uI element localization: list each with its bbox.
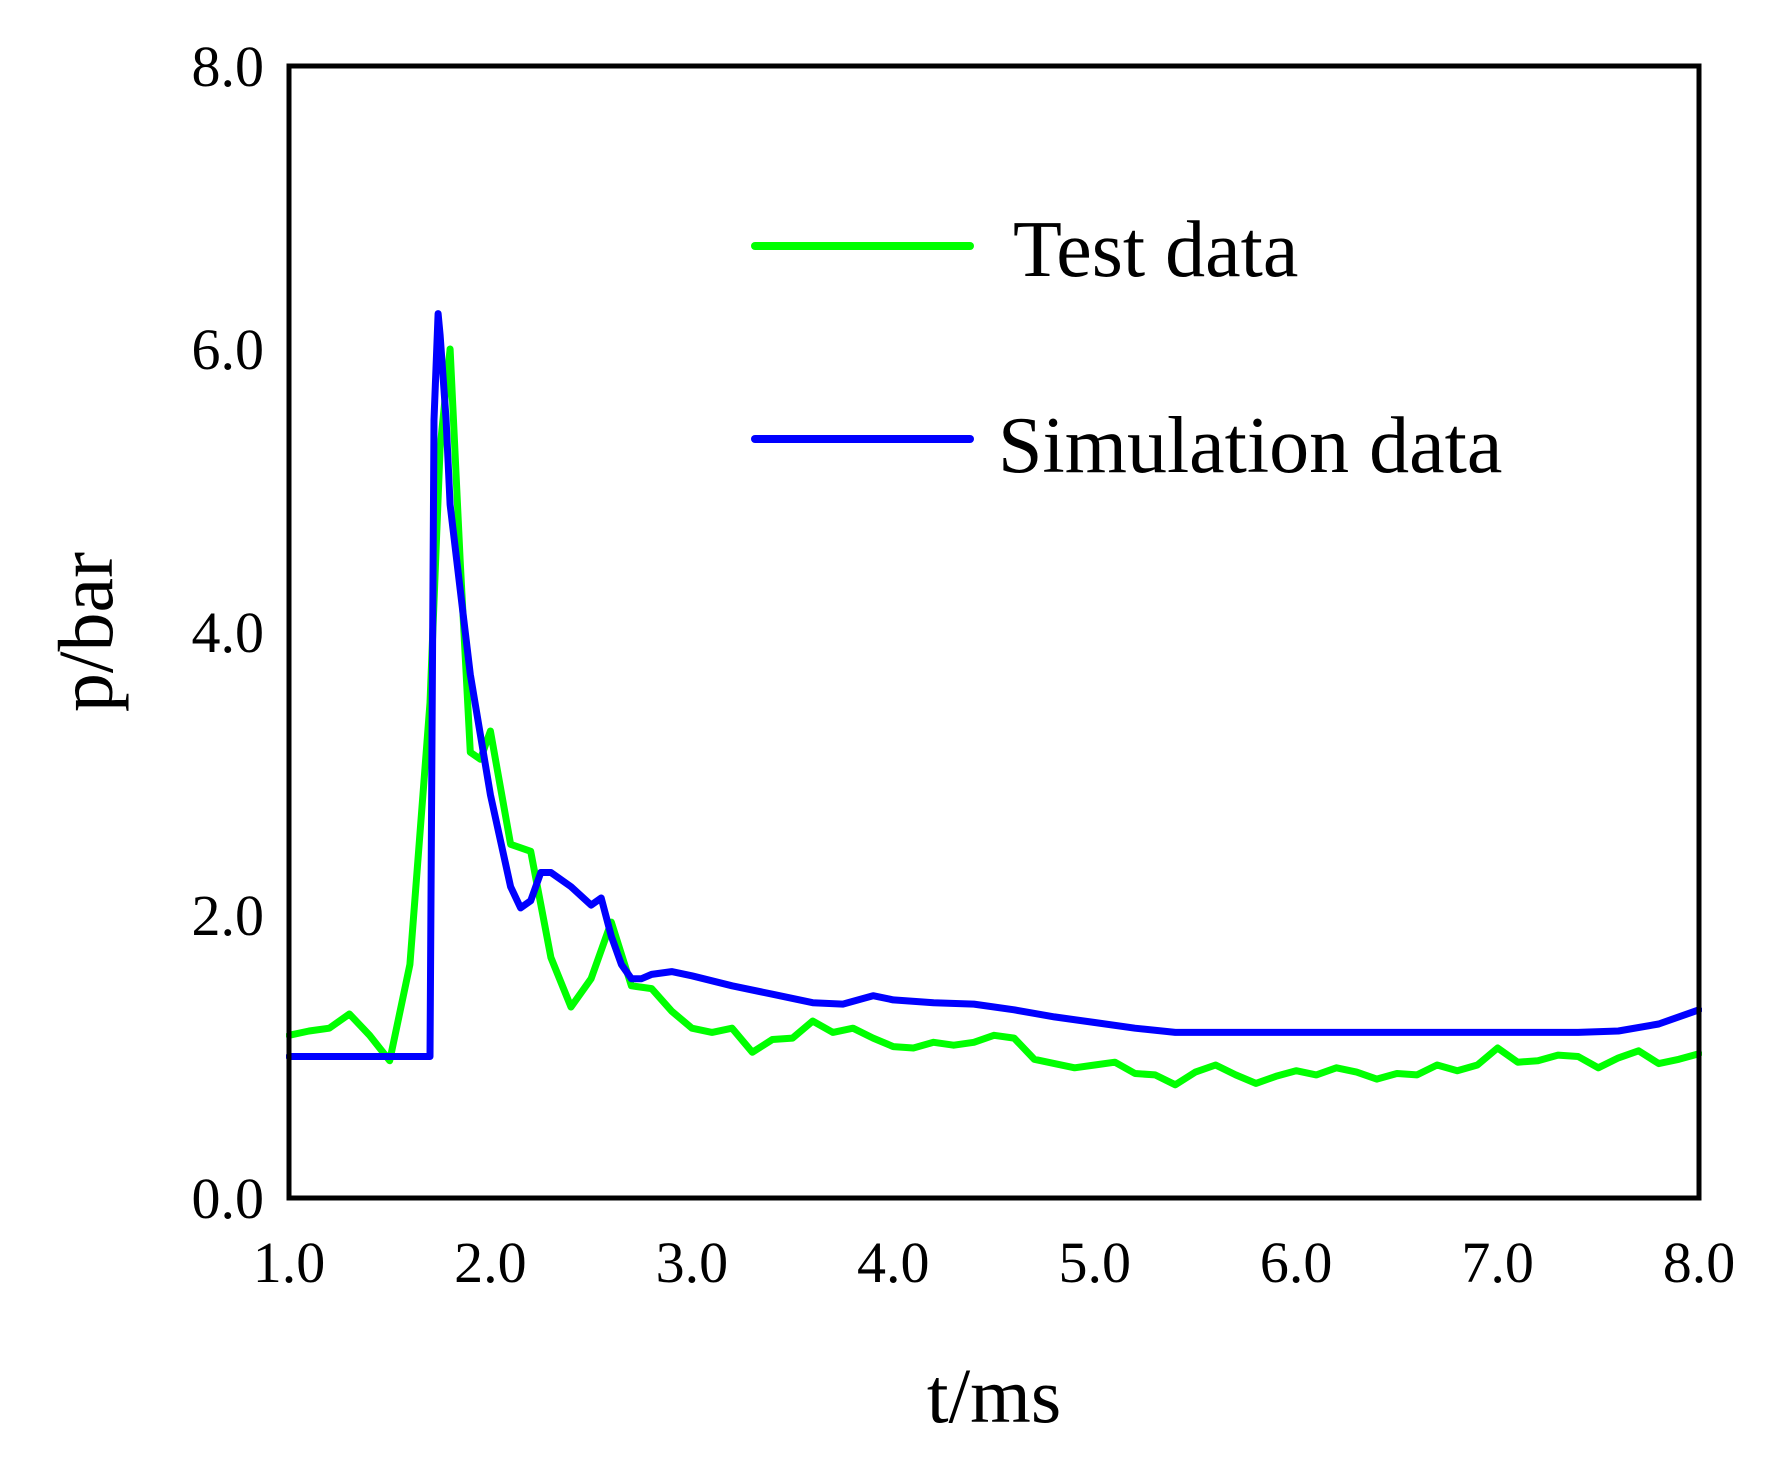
series-line-simulation-data: [286, 310, 1702, 1060]
y-tick-label: 2.0: [192, 883, 265, 948]
y-tick-label: 4.0: [192, 600, 265, 665]
x-tick-label: 7.0: [1461, 1230, 1534, 1295]
y-tick-label: 0.0: [192, 1166, 265, 1231]
x-tick-label: 2.0: [454, 1230, 527, 1295]
y-tick-label: 6.0: [192, 317, 265, 382]
x-axis-label: t/ms: [927, 1352, 1061, 1439]
legend: Test data Simulation data: [751, 206, 1502, 490]
y-axis-label: p/bar: [42, 552, 129, 712]
x-tick-label: 4.0: [857, 1230, 930, 1295]
x-tick-label: 3.0: [656, 1230, 729, 1295]
x-tick-label: 6.0: [1260, 1230, 1333, 1295]
x-tick-label: 1.0: [253, 1230, 326, 1295]
x-tick-label: 5.0: [1058, 1230, 1131, 1295]
legend-label-simulation-data: Simulation data: [998, 402, 1502, 490]
plot-frame: [286, 63, 1702, 1201]
y-tick-label: 8.0: [192, 34, 265, 99]
x-tick-label: 8.0: [1663, 1230, 1736, 1295]
legend-label-test-data: Test data: [1013, 206, 1298, 294]
